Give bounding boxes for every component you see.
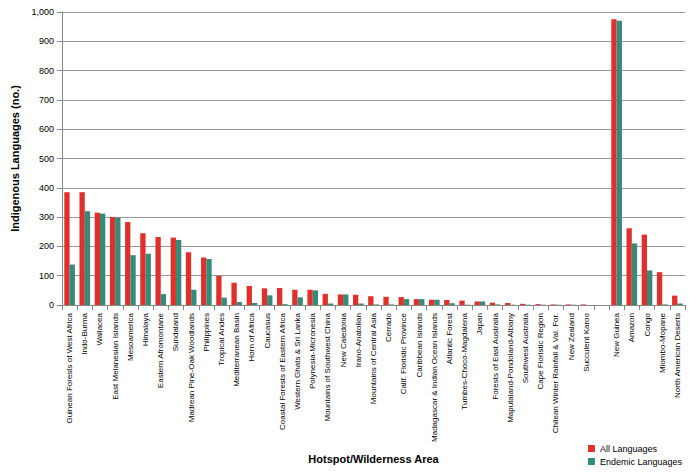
svg-text:Eastern Afromontane: Eastern Afromontane [156, 312, 165, 388]
svg-text:Amazon: Amazon [627, 313, 636, 342]
svg-text:100: 100 [39, 271, 54, 281]
svg-text:800: 800 [39, 66, 54, 76]
svg-text:Cerrado: Cerrado [384, 312, 393, 341]
svg-text:All Languages: All Languages [600, 444, 658, 454]
svg-text:Wallacea: Wallacea [95, 312, 104, 345]
svg-text:North American Deserts: North American Deserts [673, 313, 682, 398]
svg-text:Madrean Pine-Oak Woodlands: Madrean Pine-Oak Woodlands [187, 313, 196, 422]
svg-text:500: 500 [39, 154, 54, 164]
svg-text:Congo: Congo [643, 312, 652, 336]
svg-text:Forests of East Australia: Forests of East Australia [491, 312, 500, 399]
svg-text:New Zealand: New Zealand [567, 313, 576, 360]
svg-text:New Guinea: New Guinea [612, 312, 621, 357]
svg-text:900: 900 [39, 36, 54, 46]
svg-text:Mountains of Southwest China: Mountains of Southwest China [323, 312, 332, 421]
svg-text:700: 700 [39, 95, 54, 105]
svg-text:Maputaland-Pondoland-Albany: Maputaland-Pondoland-Albany [506, 313, 515, 423]
svg-text:Himalaya: Himalaya [141, 312, 150, 346]
svg-text:Philippines: Philippines [202, 313, 211, 352]
svg-text:Mediterranean Basin: Mediterranean Basin [232, 313, 241, 387]
svg-text:Irano-Anatolian: Irano-Anatolian [354, 313, 363, 367]
svg-text:Coastal Forests of Eastern Afr: Coastal Forests of Eastern Africa [278, 312, 287, 429]
svg-text:400: 400 [39, 183, 54, 193]
svg-text:Mountains of Central Asia: Mountains of Central Asia [369, 312, 378, 404]
svg-text:Indo-Burma: Indo-Burma [80, 312, 89, 354]
svg-text:Cape Floristic Region: Cape Floristic Region [536, 313, 545, 389]
svg-text:Indigenous Languages (no.): Indigenous Languages (no.) [9, 85, 21, 232]
svg-text:Caribbean Islands: Caribbean Islands [415, 313, 424, 377]
svg-text:300: 300 [39, 212, 54, 222]
svg-text:Calif. Floristic Province: Calif. Floristic Province [399, 312, 408, 394]
svg-text:600: 600 [39, 124, 54, 134]
svg-text:Miombo-Mopane: Miombo-Mopane [658, 312, 667, 373]
svg-text:New Caledonia: New Caledonia [339, 312, 348, 367]
svg-text:Polynesia-Micronesia: Polynesia-Micronesia [308, 312, 317, 389]
svg-text:Horn of Africa: Horn of Africa [247, 312, 256, 361]
svg-text:Guinean Forests of West Africa: Guinean Forests of West Africa [65, 312, 74, 423]
svg-text:East Melanesian Islands: East Melanesian Islands [111, 313, 120, 400]
svg-text:1,000: 1,000 [31, 7, 54, 17]
svg-text:Tumbes-Choco-Magdalena: Tumbes-Choco-Magdalena [460, 312, 469, 409]
svg-text:Endemic Languages: Endemic Languages [600, 457, 683, 467]
svg-text:Japan: Japan [475, 313, 484, 335]
svg-text:0: 0 [49, 300, 54, 310]
svg-text:Western Ghats & Sri Lanka: Western Ghats & Sri Lanka [293, 312, 302, 409]
svg-text:Sundaland: Sundaland [171, 313, 180, 351]
svg-text:Tropical Andes: Tropical Andes [217, 313, 226, 366]
svg-text:Succulent Karoo: Succulent Karoo [582, 312, 591, 371]
svg-text:Madagascar & Indian Ocean Isla: Madagascar & Indian Ocean Islands [430, 313, 439, 442]
svg-text:Hotspot/Wilderness Area: Hotspot/Wilderness Area [308, 453, 439, 465]
svg-text:Chilean Winter Rainfall & Val.: Chilean Winter Rainfall & Val. For. [551, 313, 560, 433]
svg-text:Caucasus: Caucasus [263, 313, 272, 349]
svg-text:Southwest Australia: Southwest Australia [521, 312, 530, 383]
svg-text:Atlantic Forest: Atlantic Forest [445, 312, 454, 364]
svg-text:200: 200 [39, 241, 54, 251]
svg-text:Mesoamerica: Mesoamerica [126, 312, 135, 361]
